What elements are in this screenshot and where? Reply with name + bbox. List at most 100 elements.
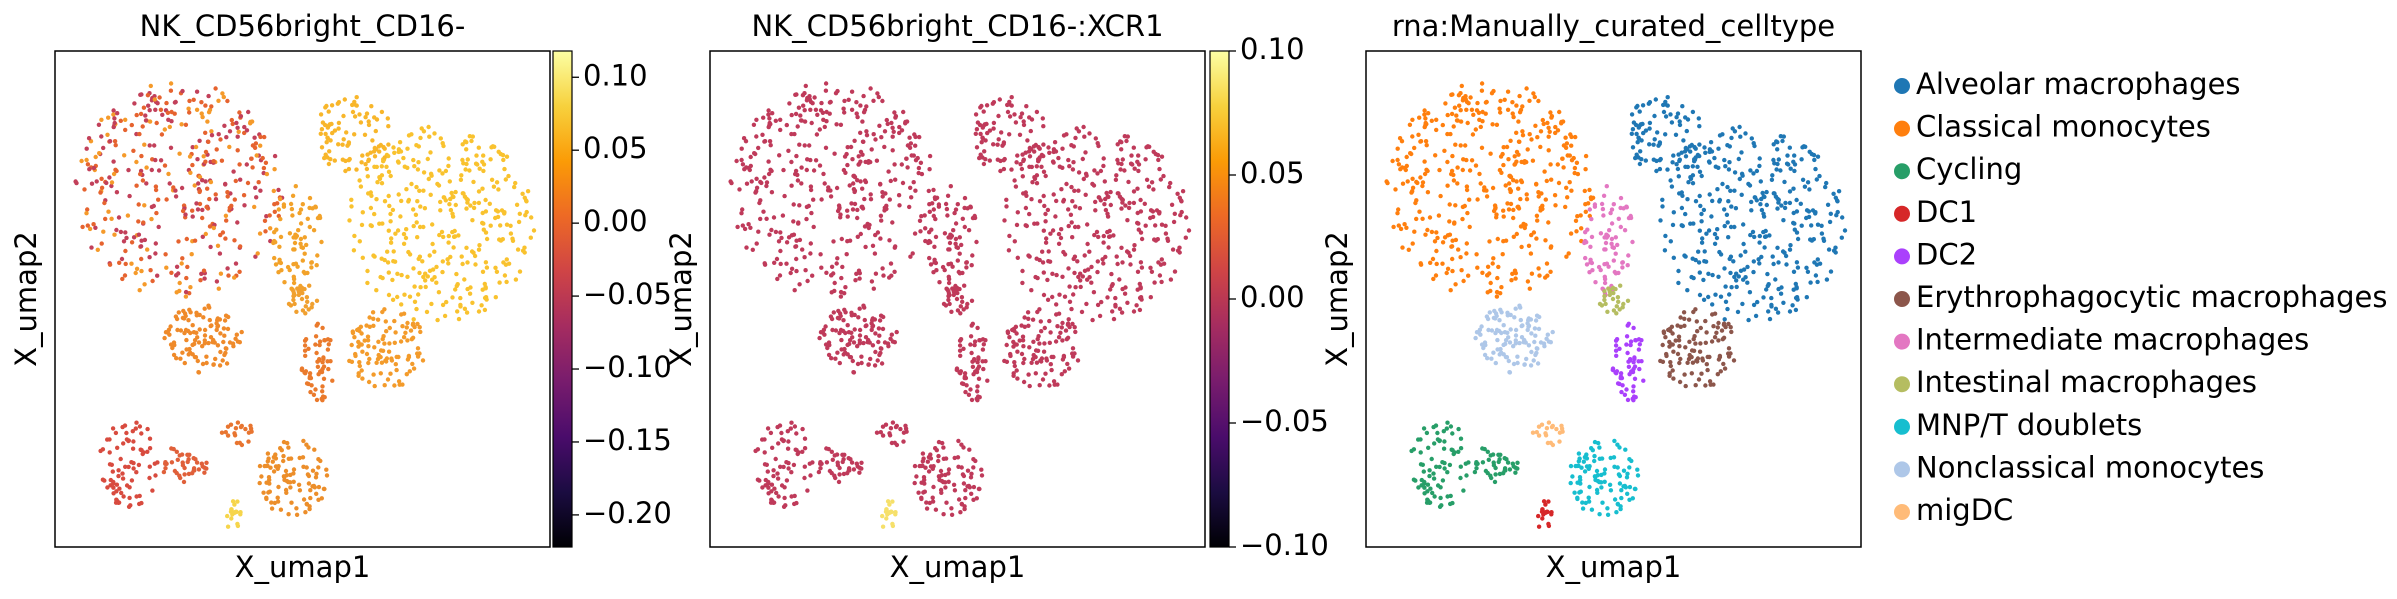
cell-point (319, 127, 325, 132)
cell-point (791, 232, 797, 237)
cell-point (1778, 291, 1784, 296)
cell-point (1522, 225, 1528, 231)
cell-point (386, 169, 392, 174)
cell-point (1628, 213, 1633, 219)
cell-point (1007, 114, 1013, 119)
cell-point (175, 327, 180, 333)
cell-point (1464, 251, 1469, 256)
cell-point (223, 236, 228, 241)
cell-point (307, 195, 313, 201)
cell-point (1627, 497, 1632, 502)
cell-point (377, 149, 382, 154)
cell-point (1581, 459, 1587, 464)
cell-point (218, 271, 224, 276)
cell-point (778, 248, 783, 254)
cell-point (204, 360, 209, 366)
cell-point (377, 176, 383, 181)
cell-point (1064, 181, 1069, 187)
cell-point (1661, 109, 1667, 115)
cell-point (294, 512, 300, 517)
cell-point (1046, 259, 1051, 264)
cell-point (886, 344, 891, 349)
cell-point (222, 123, 227, 128)
cell-point (1536, 424, 1542, 429)
cell-point (1725, 306, 1730, 312)
cell-point (174, 316, 180, 322)
cell-point (134, 266, 140, 271)
cell-point (222, 318, 228, 323)
cell-point (389, 236, 394, 241)
cell-point (219, 430, 225, 435)
x-axis-label: X_umap1 (235, 550, 371, 584)
cell-point (130, 429, 135, 434)
cell-point (357, 239, 362, 244)
cell-point (386, 124, 391, 129)
cell-point (839, 337, 844, 343)
cell-point (1420, 183, 1425, 189)
cell-point (1450, 268, 1455, 274)
cell-point (1051, 192, 1056, 197)
cell-point (1485, 273, 1490, 278)
cell-point (190, 214, 195, 219)
cell-point (740, 207, 745, 212)
cell-point (1037, 341, 1042, 346)
cell-point (1059, 227, 1064, 232)
cell-point (407, 369, 412, 374)
cell-point (157, 95, 162, 100)
cell-point (936, 202, 942, 207)
cell-point (1578, 477, 1583, 483)
legend-label: Alveolar macrophages (1916, 67, 2241, 101)
cell-point (1828, 269, 1834, 274)
legend-label: Erythrophagocytic macrophages (1916, 280, 2388, 314)
cell-point (1835, 209, 1840, 215)
cell-point (930, 499, 936, 504)
cell-point (924, 506, 930, 511)
cell-point (446, 261, 451, 266)
cell-point (1056, 311, 1062, 316)
cell-point (372, 383, 377, 389)
cell-point (1726, 167, 1732, 172)
cell-point (1465, 120, 1470, 126)
cell-point (933, 234, 939, 240)
cell-point (194, 460, 200, 465)
cell-point (933, 216, 938, 222)
cell-point (820, 110, 826, 116)
cell-point (1699, 219, 1704, 224)
cell-point (360, 210, 365, 215)
cell-point (1507, 181, 1512, 186)
cell-point (873, 331, 878, 336)
cell-point (974, 239, 979, 245)
cell-point (404, 325, 409, 330)
cell-point (301, 497, 307, 502)
cell-point (375, 356, 381, 362)
cell-point (291, 467, 297, 472)
cell-point (1482, 185, 1487, 190)
cell-point (278, 196, 283, 202)
cell-point (956, 438, 961, 444)
colorbar-tick-label: 0.00 (583, 204, 648, 238)
cell-point (305, 270, 310, 276)
cell-point (213, 86, 218, 91)
cell-point (1519, 335, 1525, 340)
cell-point (1037, 383, 1042, 388)
cell-point (739, 157, 744, 163)
cell-point (187, 110, 192, 115)
cell-point (225, 524, 231, 529)
cell-point (880, 190, 885, 195)
cell-point (1808, 280, 1813, 285)
cell-point (1701, 207, 1707, 213)
cell-point (180, 256, 185, 261)
cell-point (221, 326, 227, 331)
cell-point (1691, 309, 1696, 315)
cell-point (305, 299, 310, 304)
cell-point (1422, 491, 1427, 496)
cell-point (1699, 211, 1704, 217)
cell-point (962, 371, 968, 376)
cell-point (512, 184, 517, 190)
cell-point (220, 230, 226, 235)
cell-point (223, 182, 228, 187)
cell-point (107, 437, 112, 442)
cell-point (1732, 170, 1738, 175)
cell-point (808, 184, 814, 189)
cell-point (109, 462, 115, 467)
